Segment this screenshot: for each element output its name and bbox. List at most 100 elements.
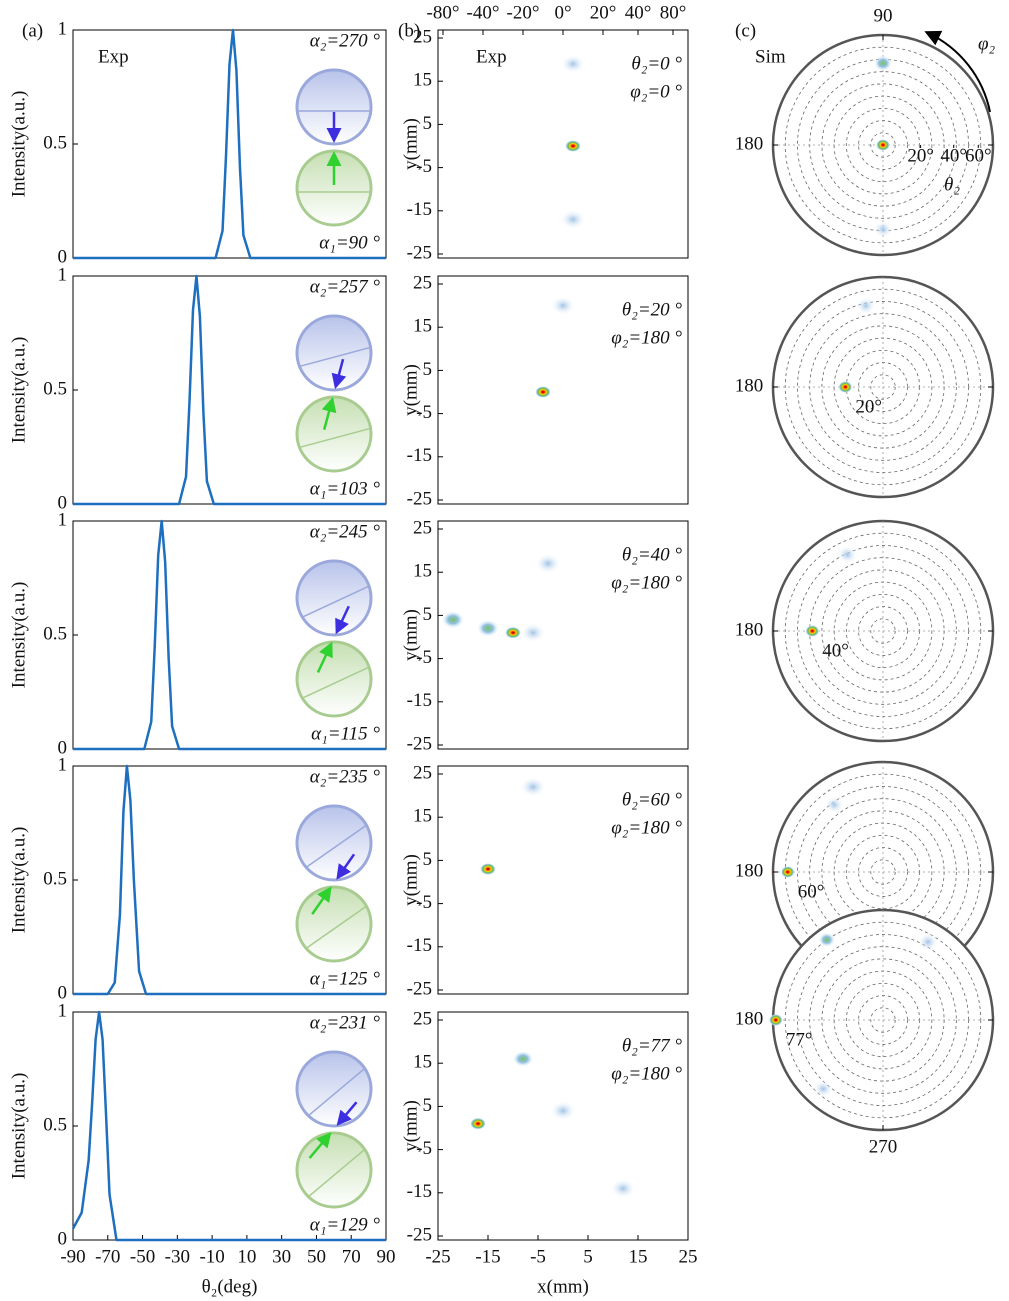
theta-label: θ₂ — [944, 174, 960, 195]
spot — [535, 553, 561, 574]
x-tick-label: 70 — [342, 1246, 361, 1267]
y-tick-label: -25 — [407, 978, 432, 999]
spot — [480, 863, 496, 875]
spot — [769, 1014, 783, 1026]
y-tick-label: 15 — [413, 561, 432, 582]
spot — [520, 623, 546, 643]
theta-tick-label: 270 — [869, 1136, 898, 1157]
r-tick-label: 20° — [907, 145, 934, 166]
y-tick-label: 5 — [423, 359, 433, 380]
x-tick-label: 90 — [377, 1246, 396, 1267]
y-tick-label: 0.5 — [43, 868, 67, 889]
top-tick-label: -20° — [507, 2, 540, 23]
x-tick-label: -90 — [60, 1246, 85, 1267]
x-axis-label: x(mm) — [537, 1276, 589, 1297]
spot — [837, 545, 858, 564]
top-tick-label: -80° — [427, 2, 460, 23]
y-axis-label: Intensity(a.u.) — [8, 91, 29, 198]
x-tick-label: -15 — [475, 1246, 500, 1267]
top-tick-label: 20° — [590, 2, 617, 23]
spot — [561, 54, 585, 73]
polarizer — [297, 887, 371, 961]
y-axis-label: y(mm) — [400, 609, 421, 661]
alpha-label: α₁=125 ° — [310, 968, 381, 989]
spot — [818, 932, 835, 947]
spot — [918, 933, 939, 952]
top-tick-label: -40° — [467, 2, 500, 23]
x-tick-label: 25 — [679, 1246, 698, 1267]
angle-label: φ₂=180 ° — [611, 1063, 682, 1084]
spot-label: 77° — [786, 1029, 813, 1050]
y-axis-label: Intensity(a.u.) — [8, 337, 29, 444]
y-axis-label: y(mm) — [400, 1100, 421, 1152]
angle-label: φ₂=0 ° — [630, 81, 682, 102]
spot — [856, 297, 876, 315]
y-tick-label: 0.5 — [43, 132, 67, 153]
y-tick-label: 1 — [58, 1000, 68, 1021]
y-axis-label: y(mm) — [400, 364, 421, 416]
top-tick-label: 80° — [660, 2, 687, 23]
spot — [470, 1118, 486, 1130]
spot — [781, 866, 795, 878]
theta-tick-label: 180 — [735, 619, 764, 640]
spot — [505, 627, 521, 639]
top-tick-label: 0° — [554, 2, 571, 23]
spot — [805, 625, 819, 637]
y-tick-label: 25 — [413, 762, 432, 783]
y-axis-label: Intensity(a.u.) — [8, 827, 29, 934]
y-tick-label: 25 — [413, 272, 432, 293]
theta-tick-label: 180 — [735, 860, 764, 881]
y-tick-label: -25 — [407, 1224, 432, 1245]
x-tick-label: -5 — [530, 1246, 546, 1267]
x-tick-label: 50 — [307, 1246, 326, 1267]
y-tick-label: 1 — [58, 18, 68, 39]
y-tick-label: 1 — [58, 264, 68, 285]
angle-label: φ₂=180 ° — [611, 817, 682, 838]
spot — [824, 796, 844, 814]
annotation: Sim — [755, 46, 786, 67]
spot — [560, 209, 586, 230]
y-tick-label: 1 — [58, 509, 68, 530]
angle-label: θ₂=77 ° — [622, 1035, 683, 1056]
polarizer — [297, 806, 371, 880]
y-tick-label: 0.5 — [43, 378, 67, 399]
theta-tick-label: 90 — [874, 5, 893, 26]
r-tick-label: 40° — [940, 145, 967, 166]
y-tick-label: 5 — [423, 1095, 433, 1116]
spot — [441, 611, 464, 629]
y-axis-label: Intensity(a.u.) — [8, 1073, 29, 1180]
x-tick-label: 30 — [272, 1246, 291, 1267]
spot — [838, 381, 852, 393]
annotation: Exp — [98, 46, 129, 67]
y-tick-label: -15 — [407, 1181, 432, 1202]
y-tick-label: 1 — [58, 754, 68, 775]
panel-label: (b) — [398, 20, 420, 41]
spot-label: 60° — [798, 881, 825, 902]
x-tick-label: -70 — [95, 1246, 120, 1267]
y-tick-label: -25 — [407, 242, 432, 263]
spot — [512, 1051, 533, 1068]
x-tick-label: 10 — [237, 1246, 256, 1267]
phi-label: φ₂ — [978, 33, 996, 54]
polarizer — [297, 561, 371, 635]
alpha-label: α₂=270 ° — [310, 30, 381, 51]
alpha-label: α₂=235 ° — [310, 766, 381, 787]
spot-label: 40° — [822, 640, 849, 661]
spot — [520, 776, 547, 797]
angle-label: θ₂=60 ° — [622, 789, 683, 810]
alpha-label: α₁=129 ° — [310, 1214, 381, 1235]
y-tick-label: 15 — [413, 70, 432, 91]
x-tick-label: 15 — [629, 1246, 648, 1267]
theta-tick-label: 180 — [735, 1008, 764, 1029]
y-tick-label: -15 — [407, 935, 432, 956]
spot — [565, 140, 581, 152]
angle-label: θ₂=20 ° — [622, 299, 683, 320]
y-tick-label: 25 — [413, 1008, 432, 1029]
figure: 00.51Intensity(a.u.)(a)Expα₂=270 °α₁=90 … — [0, 0, 1009, 1301]
y-tick-label: 15 — [413, 806, 432, 827]
x-axis-label: θ₂(deg) — [202, 1276, 258, 1297]
y-tick-label: 5 — [423, 849, 433, 870]
x-tick-label: 5 — [583, 1246, 593, 1267]
y-axis-label: y(mm) — [400, 854, 421, 906]
spot — [813, 1080, 833, 1098]
